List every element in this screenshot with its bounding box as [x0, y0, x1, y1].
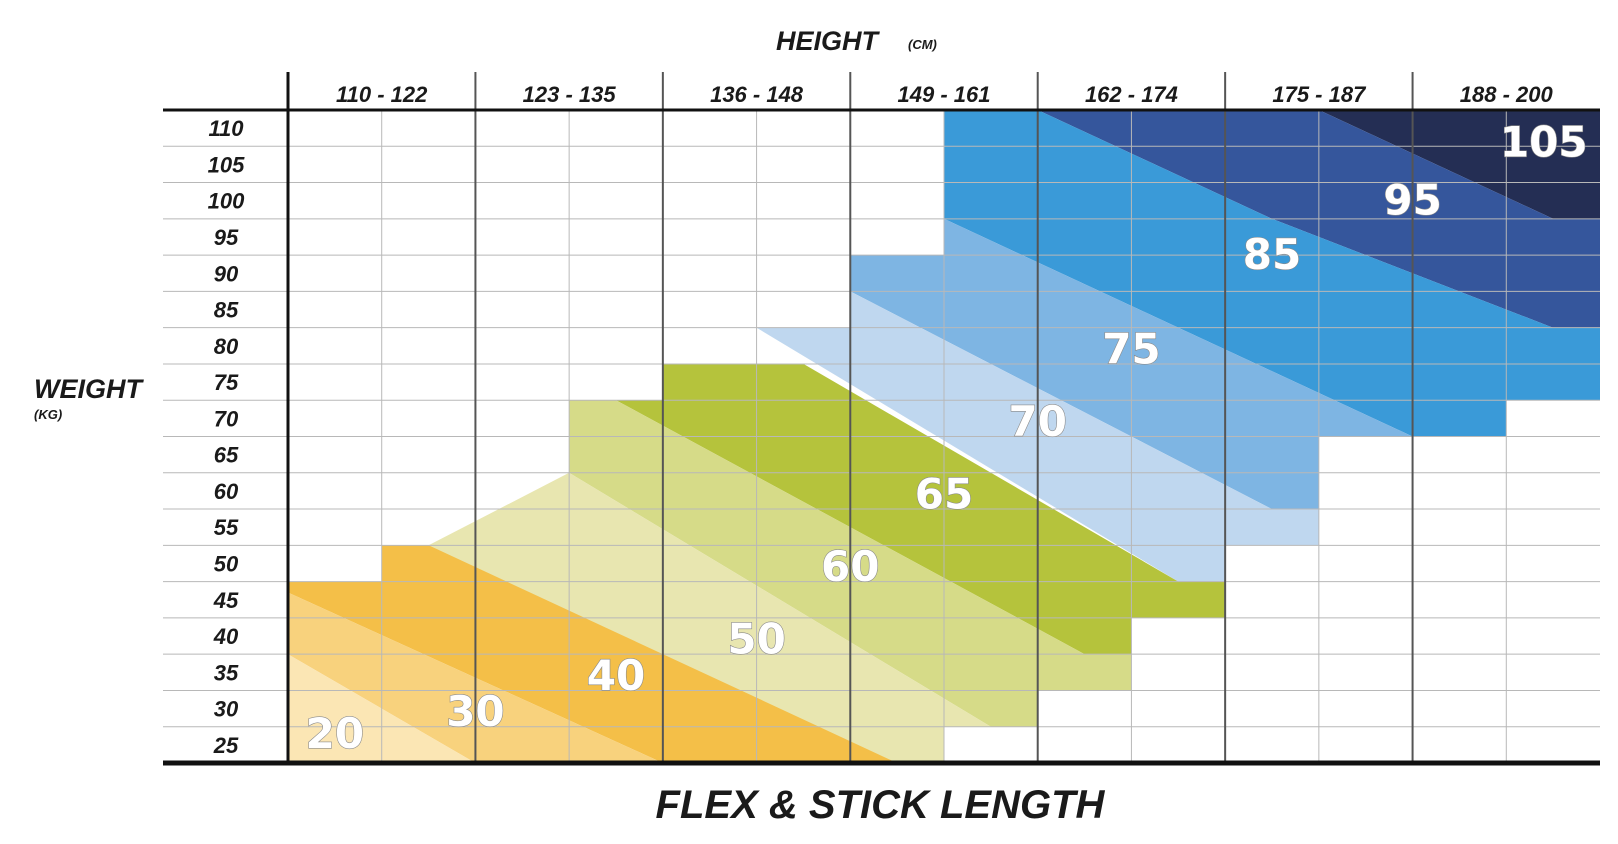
height-tick-label: 162 - 174 [1085, 82, 1178, 107]
flex-value-label: 70 [1008, 397, 1066, 446]
height-tick-label: 188 - 200 [1460, 82, 1554, 107]
chart-grid [163, 72, 1600, 766]
weight-tick-label: 30 [214, 697, 239, 722]
height-tick-label: 110 - 122 [336, 82, 428, 107]
weight-tick-labels: 110 105 100 95 90 85 80 75 70 65 60 55 50 45 40 35 30 25 [208, 116, 245, 758]
flex-value-label: 65 [915, 470, 973, 519]
height-tick-label: 123 - 135 [523, 82, 617, 107]
flex-value-label: 95 [1383, 176, 1441, 225]
y-axis-label: WEIGHT [34, 374, 144, 404]
height-tick-labels: 110 - 122 123 - 135 136 - 148 149 - 161 162 … [336, 82, 1553, 107]
weight-tick-label: 40 [213, 624, 239, 649]
band-flex-105 [1318, 110, 1600, 219]
flex-value-labels: 20 30 40 50 60 65 70 75 85 95 105 [305, 117, 1588, 759]
weight-tick-label: 50 [214, 551, 239, 576]
band-flex-20 [288, 654, 476, 763]
flex-value-label: 30 [446, 687, 504, 736]
weight-tick-label: 95 [214, 225, 239, 250]
flex-value-label: 20 [306, 709, 364, 758]
weight-tick-label: 85 [214, 298, 239, 323]
flex-value-label: 50 [727, 615, 785, 664]
x-axis-unit: (CM) [908, 37, 937, 52]
flex-value-label: 60 [821, 542, 879, 591]
weight-tick-label: 55 [214, 515, 239, 540]
weight-tick-label: 105 [208, 152, 245, 177]
weight-tick-label: 70 [214, 406, 239, 431]
x-axis-label: HEIGHT [776, 26, 881, 56]
chart-title: FLEX & STICK LENGTH [656, 783, 1106, 827]
weight-tick-label: 35 [214, 660, 239, 685]
flex-value-label: 105 [1500, 118, 1588, 167]
flex-value-label: 75 [1102, 324, 1160, 373]
weight-tick-label: 65 [214, 443, 239, 468]
band-flex-85 [944, 110, 1600, 437]
weight-tick-label: 110 [208, 116, 244, 141]
height-tick-label: 149 - 161 [898, 82, 991, 107]
weight-tick-label: 25 [213, 733, 239, 758]
flex-value-label: 40 [587, 651, 645, 700]
weight-tick-label: 100 [208, 189, 245, 214]
weight-tick-label: 45 [213, 588, 239, 613]
weight-tick-label: 60 [214, 479, 239, 504]
y-axis-unit: (KG) [34, 407, 62, 422]
weight-tick-label: 90 [214, 261, 239, 286]
weight-tick-label: 75 [214, 370, 239, 395]
height-tick-label: 136 - 148 [710, 82, 804, 107]
height-tick-label: 175 - 187 [1272, 82, 1367, 107]
weight-tick-label: 80 [214, 334, 239, 359]
flex-value-label: 85 [1243, 230, 1301, 279]
